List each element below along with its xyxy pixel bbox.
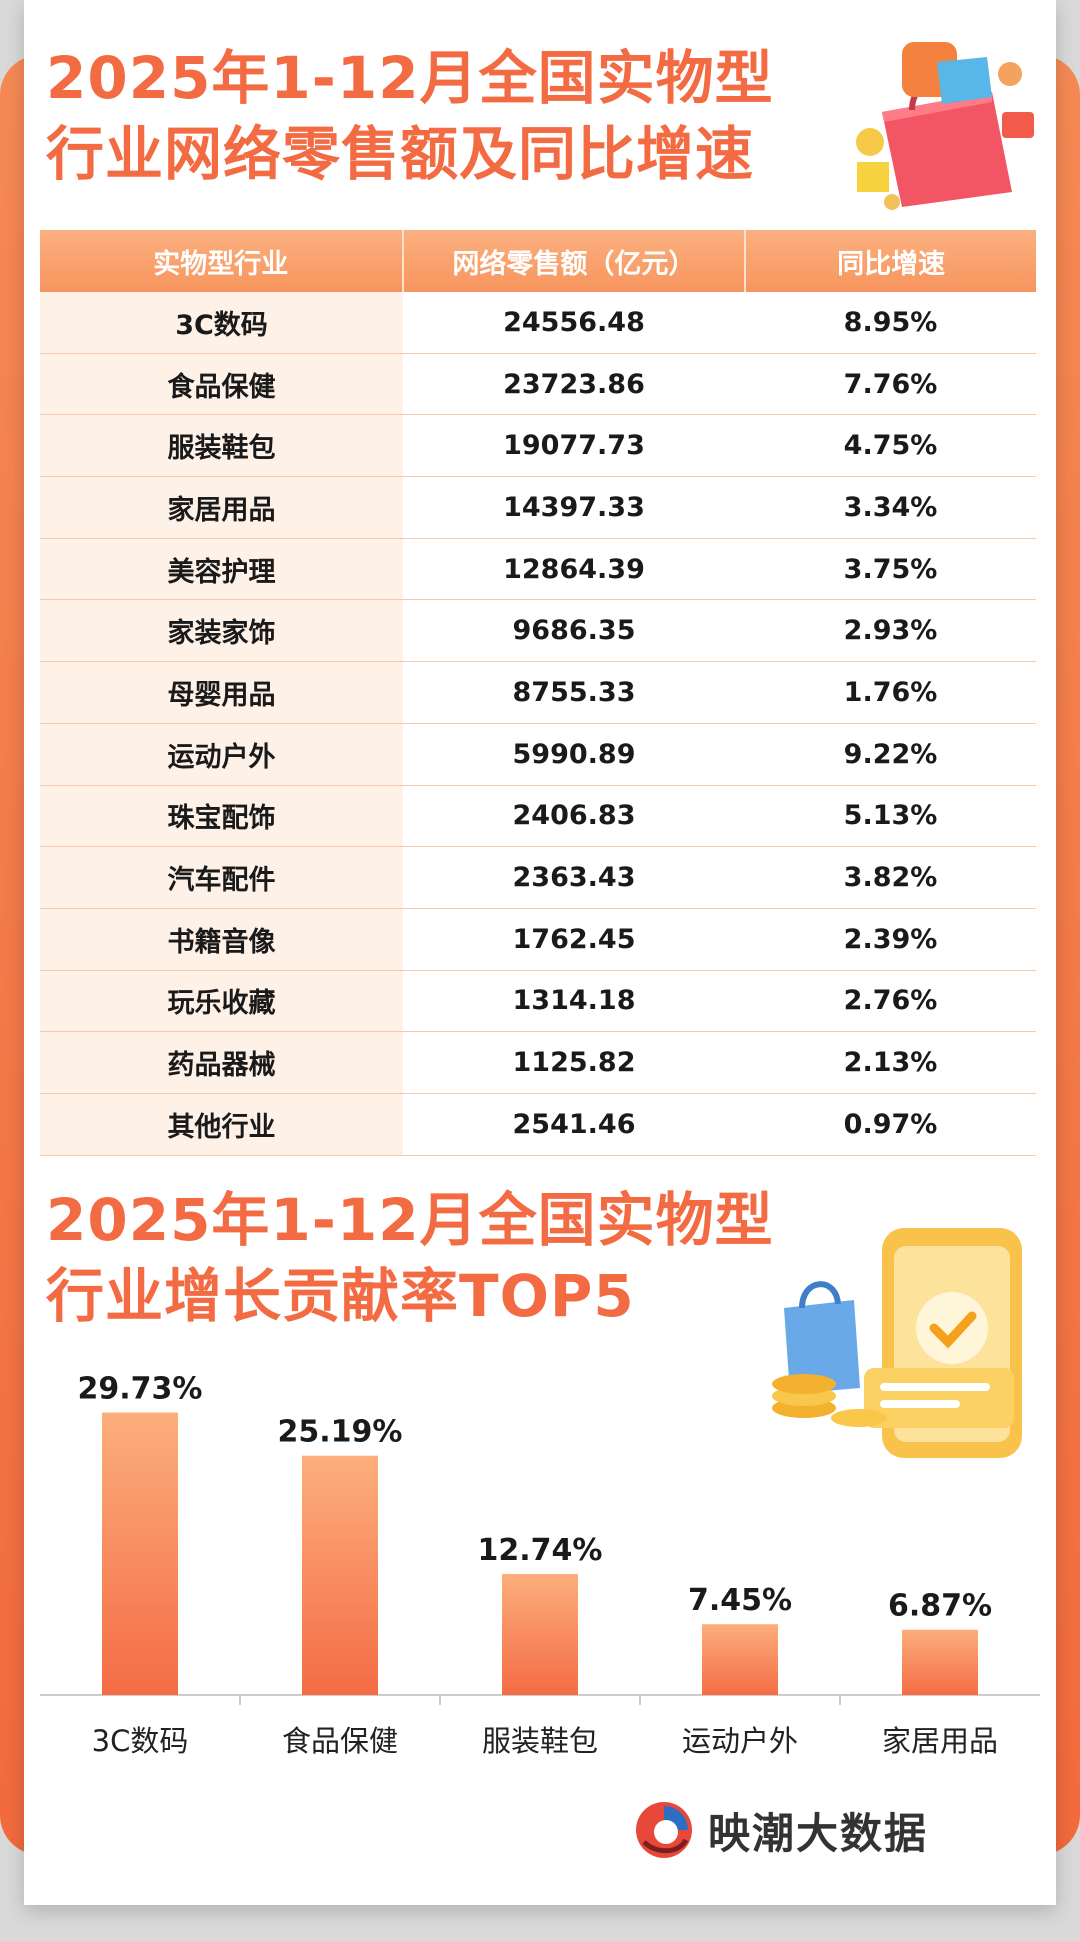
table-row: 药品器械 1125.82 2.13% [40,1032,1036,1094]
table-row: 食品保健 23723.86 7.76% [40,353,1036,416]
table-row: 运动户外 5990.89 9.22% [40,723,1036,786]
header-industry: 实物型行业 [40,230,404,292]
cell-growth: 2.76% [745,970,1036,1032]
growth-contribution-chart: 29.73% 3C数码 25.19% 食品保健 12.74% 服装鞋包 7.45% 运动户外 6… [40,1345,1040,1785]
category-label-2: 服装鞋包 [482,1724,598,1758]
cell-growth: 7.76% [745,353,1036,415]
bar-chart-svg: 29.73% 3C数码 25.19% 食品保健 12.74% 服装鞋包 7.45% 运动户外 6… [40,1372,1040,1758]
table-row: 其他行业 2541.46 0.97% [40,1093,1036,1156]
cell-industry: 美容护理 [40,538,403,600]
category-label-1: 食品保健 [282,1724,398,1758]
cell-sales: 2541.46 [403,1093,745,1155]
table-row: 书籍音像 1762.45 2.39% [40,908,1036,971]
infographic-card: 2025年1-12月全国实物型 行业网络零售额及同比增速 实物型行业 网络零售额… [24,0,1056,1905]
table-header-row: 实物型行业 网络零售额（亿元） 同比增速 [40,230,1036,292]
cell-sales: 2406.83 [403,785,745,847]
cell-sales: 8755.33 [403,662,745,723]
table-title-line2: 行业网络零售额及同比增速 [46,120,755,188]
table-body: 3C数码 24556.48 8.95% 食品保健 23723.86 7.76% 服装鞋包 19… [40,292,1036,1156]
retail-table: 实物型行业 网络零售额（亿元） 同比增速 3C数码 24556.48 8.95% 食品… [40,230,1036,1156]
cell-sales: 1762.45 [403,908,745,970]
brand-footer: 映潮大数据 [634,1800,928,1860]
chart-title: 2025年1-12月全国实物型 行业增长贡献率TOP5 [46,1182,774,1334]
table-row: 家居用品 14397.33 3.34% [40,477,1036,539]
chart-title-line2: 行业增长贡献率TOP5 [46,1262,635,1330]
bar-3 [702,1624,778,1695]
cell-sales: 24556.48 [403,292,745,353]
cell-growth: 3.75% [745,538,1036,600]
cell-industry: 家居用品 [40,477,403,538]
cell-growth: 5.13% [745,785,1036,847]
header-growth: 同比增速 [837,248,946,280]
chart-title-line1: 2025年1-12月全国实物型 [46,1186,774,1254]
table-row: 美容护理 12864.39 3.75% [40,538,1036,601]
cell-growth: 8.95% [745,292,1036,353]
table-row: 玩乐收藏 1314.18 2.76% [40,970,1036,1033]
data-label-0: 29.73% [78,1372,203,1407]
table-row: 母婴用品 8755.33 1.76% [40,662,1036,724]
cell-growth: 2.13% [745,1032,1036,1093]
table-row: 家装家饰 9686.35 2.93% [40,600,1036,663]
mobile-payment-icon [772,1228,1022,1458]
table-title-line1: 2025年1-12月全国实物型 [46,44,774,112]
cell-growth: 1.76% [745,662,1036,723]
data-label-4: 6.87% [888,1589,992,1624]
cell-growth: 4.75% [745,415,1036,477]
cell-growth: 2.39% [745,908,1036,970]
table-row: 3C数码 24556.48 8.95% [40,292,1036,354]
cell-sales: 23723.86 [403,353,745,415]
cell-industry: 3C数码 [40,292,403,353]
category-label-0: 3C数码 [92,1724,189,1758]
cell-sales: 2363.43 [403,847,745,908]
cell-industry: 母婴用品 [40,662,403,723]
bar-2 [502,1573,578,1695]
cell-industry: 药品器械 [40,1032,403,1093]
table-row: 服装鞋包 19077.73 4.75% [40,415,1036,478]
data-label-3: 7.45% [688,1583,792,1618]
cell-growth: 3.34% [745,477,1036,538]
cell-industry: 其他行业 [40,1093,403,1155]
cell-sales: 1125.82 [403,1032,745,1093]
cell-industry: 食品保健 [40,353,403,415]
cell-growth: 3.82% [745,847,1036,908]
cell-sales: 9686.35 [403,600,745,662]
cell-sales: 19077.73 [403,415,745,477]
brand-name: 映潮大数据 [708,1808,929,1858]
cell-industry: 汽车配件 [40,847,403,908]
bar-1 [302,1455,378,1695]
category-label-4: 家居用品 [882,1724,998,1758]
cell-industry: 珠宝配饰 [40,785,403,847]
cell-growth: 2.93% [745,600,1036,662]
data-label-2: 12.74% [478,1533,603,1568]
shopping-bag-icon [856,42,1034,210]
table-title: 2025年1-12月全国实物型 行业网络零售额及同比增速 [46,40,774,192]
cell-industry: 书籍音像 [40,908,403,970]
cell-sales: 14397.33 [403,477,745,538]
cell-industry: 服装鞋包 [40,415,403,477]
bar-0 [102,1412,178,1695]
cell-growth: 9.22% [745,723,1036,785]
data-label-1: 25.19% [278,1415,403,1450]
bar-4 [902,1629,978,1695]
cell-sales: 12864.39 [403,538,745,600]
cell-growth: 0.97% [745,1093,1036,1155]
table-row: 汽车配件 2363.43 3.82% [40,847,1036,909]
header-sales: 网络零售额（亿元） [404,230,747,292]
cell-sales: 1314.18 [403,970,745,1032]
cell-industry: 玩乐收藏 [40,970,403,1032]
cell-industry: 家装家饰 [40,600,403,662]
cell-sales: 5990.89 [403,723,745,785]
cell-industry: 运动户外 [40,723,403,785]
table-row: 珠宝配饰 2406.83 5.13% [40,785,1036,848]
category-label-3: 运动户外 [682,1724,798,1758]
brand-logo-icon [636,1802,692,1858]
